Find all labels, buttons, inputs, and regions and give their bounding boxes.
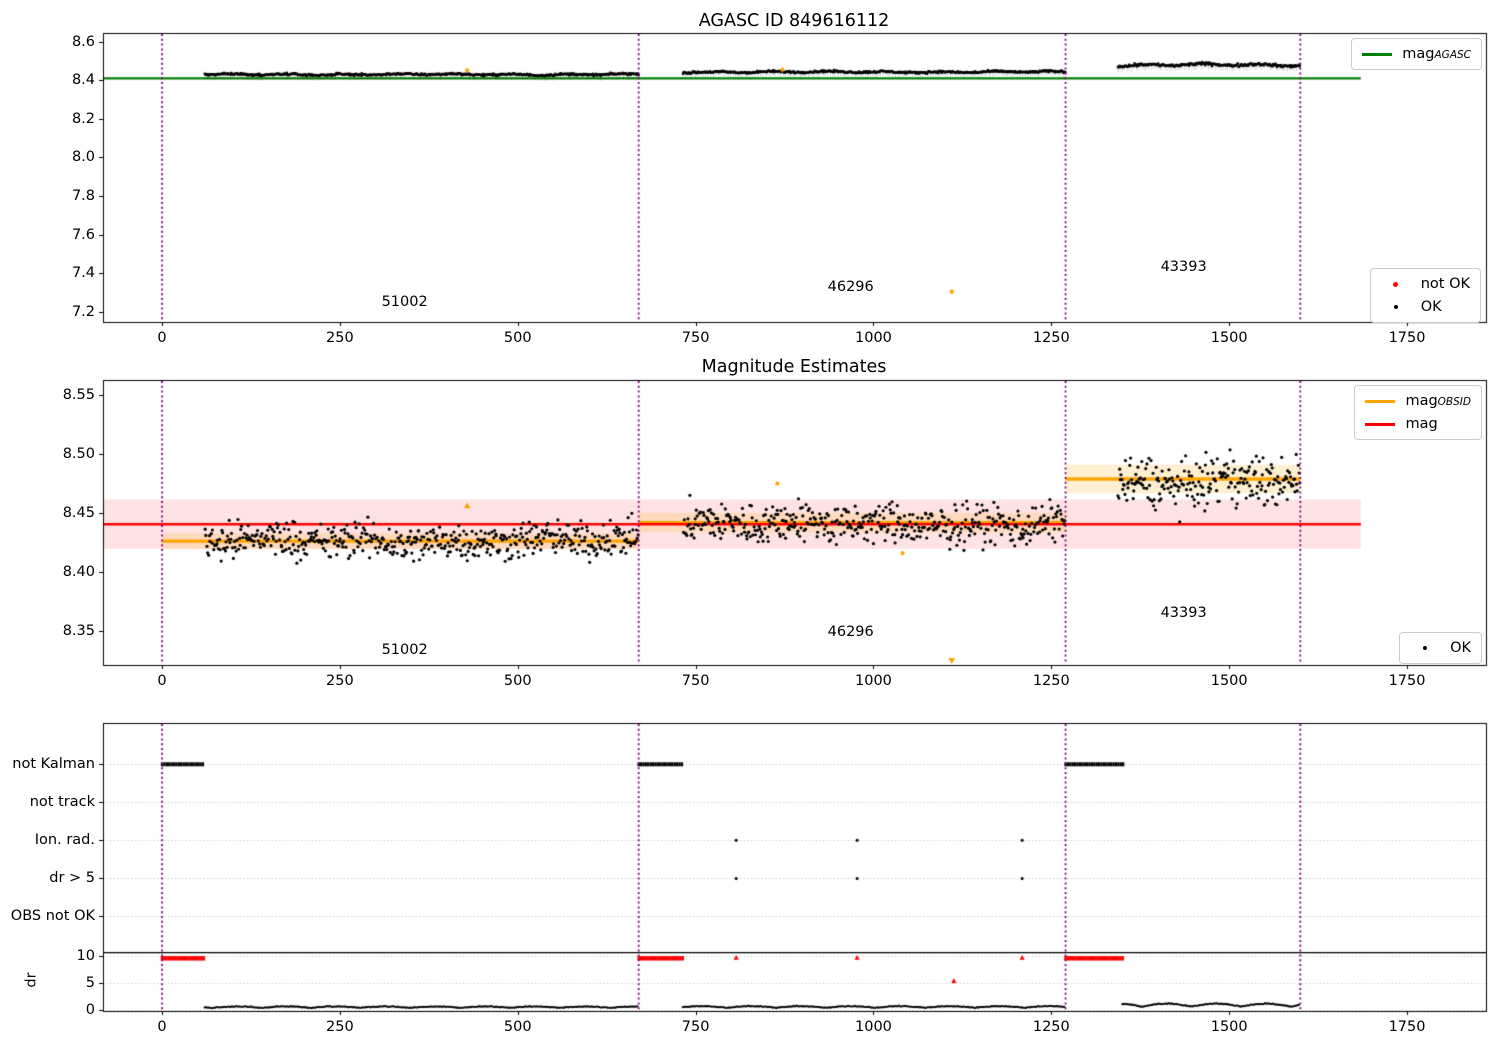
legend-label: not OK (1420, 276, 1470, 292)
x-tick-label: 1750 (1388, 673, 1426, 689)
legend-item-mag-obsid: magOBSID (1365, 393, 1471, 409)
x-tick-label: 250 (326, 673, 354, 689)
legend-item-mag: mag (1365, 416, 1471, 432)
y-tick-label: 8.40 (62, 564, 95, 580)
y-tick-label: 8.45 (62, 505, 95, 521)
green-line-swatch (1362, 52, 1393, 56)
y-tick-label: 7.2 (71, 303, 95, 320)
obsid-label-51002: 51002 (381, 641, 428, 658)
x-tick-label: 1500 (1210, 673, 1248, 689)
row-label: dr > 5 (49, 870, 95, 887)
panel2-title: Magnitude Estimates (701, 357, 887, 377)
legend-label: mag (1405, 416, 1438, 432)
x-tick-label: 500 (503, 1019, 532, 1035)
y-tick-label: 7.6 (71, 226, 95, 243)
legend-ok-notok: not OK OK (1369, 268, 1481, 323)
x-tick-label: 1500 (1210, 330, 1248, 346)
legend-item-not-ok: not OK (1381, 276, 1470, 292)
y-tick-label: 8.4 (71, 72, 95, 89)
panel1-title: AGASC ID 849616112 (698, 11, 890, 31)
x-tick-label: 1500 (1210, 1019, 1248, 1035)
y-tick-label: 8.2 (71, 110, 95, 127)
x-tick-label: 750 (681, 1019, 710, 1035)
y-tick-label: 8.0 (71, 149, 95, 166)
y-tick-label: 7.8 (71, 188, 95, 205)
x-tick-label: 1750 (1388, 330, 1426, 346)
x-tick-label: 1250 (1032, 330, 1070, 346)
x-tick-label: 0 (157, 1019, 167, 1035)
obsid-label-43393: 43393 (1160, 259, 1207, 276)
black-dot-marker (1381, 305, 1411, 309)
x-tick-label: 0 (157, 330, 167, 346)
row-label: OBS not OK (10, 908, 95, 925)
x-tick-label: 250 (326, 1019, 354, 1035)
x-tick-label: 500 (503, 673, 532, 689)
red-line-swatch (1365, 422, 1396, 426)
legend-ok: OK (1399, 632, 1482, 664)
dr-axis-label: dr (23, 972, 40, 988)
x-tick-label: 1000 (855, 1019, 892, 1035)
legend-item-ok: OK (1381, 299, 1470, 315)
x-tick-label: 750 (681, 330, 710, 346)
x-tick-label: 1000 (855, 330, 892, 346)
legend-label: magOBSID (1405, 393, 1471, 409)
x-tick-label: 1250 (1032, 1019, 1070, 1035)
x-tick-label: 0 (157, 673, 167, 689)
black-dot-marker (1410, 646, 1440, 650)
y-tick-label: 8.6 (71, 33, 95, 50)
x-tick-label: 750 (681, 673, 710, 689)
legend-mag-agasc: magAGASC (1351, 38, 1482, 70)
obsid-label-51002: 51002 (381, 293, 428, 310)
obsid-label-43393: 43393 (1160, 605, 1207, 622)
legend-item-mag-agasc: magAGASC (1362, 46, 1471, 62)
x-tick-label: 250 (326, 330, 354, 346)
y-tick-label: 8.55 (62, 386, 95, 403)
dr-tick-label: 10 (76, 947, 95, 964)
y-tick-label: 7.4 (71, 265, 95, 282)
dr-tick-label: 5 (85, 974, 95, 991)
legend-label: OK (1450, 640, 1471, 656)
y-tick-label: 8.35 (62, 623, 95, 639)
obsid-label-46296: 46296 (827, 624, 874, 641)
red-dot-marker (1381, 281, 1411, 287)
x-tick-label: 1000 (855, 673, 892, 689)
x-tick-label: 500 (503, 330, 532, 346)
row-label: Ion. rad. (34, 832, 95, 849)
obsid-label-46296: 46296 (827, 278, 874, 295)
x-tick-label: 1250 (1032, 673, 1070, 689)
row-label: not track (29, 794, 95, 811)
orange-line-swatch (1365, 399, 1396, 403)
y-tick-label: 8.50 (62, 445, 95, 462)
x-tick-label: 1750 (1388, 1019, 1426, 1035)
legend-label: magAGASC (1402, 46, 1471, 62)
row-label: not Kalman (12, 756, 95, 773)
legend-mag-obsid: magOBSID mag (1354, 385, 1482, 440)
legend-label: OK (1420, 299, 1442, 315)
legend-item-ok: OK (1410, 640, 1471, 656)
dr-tick-label: 0 (85, 1001, 95, 1018)
